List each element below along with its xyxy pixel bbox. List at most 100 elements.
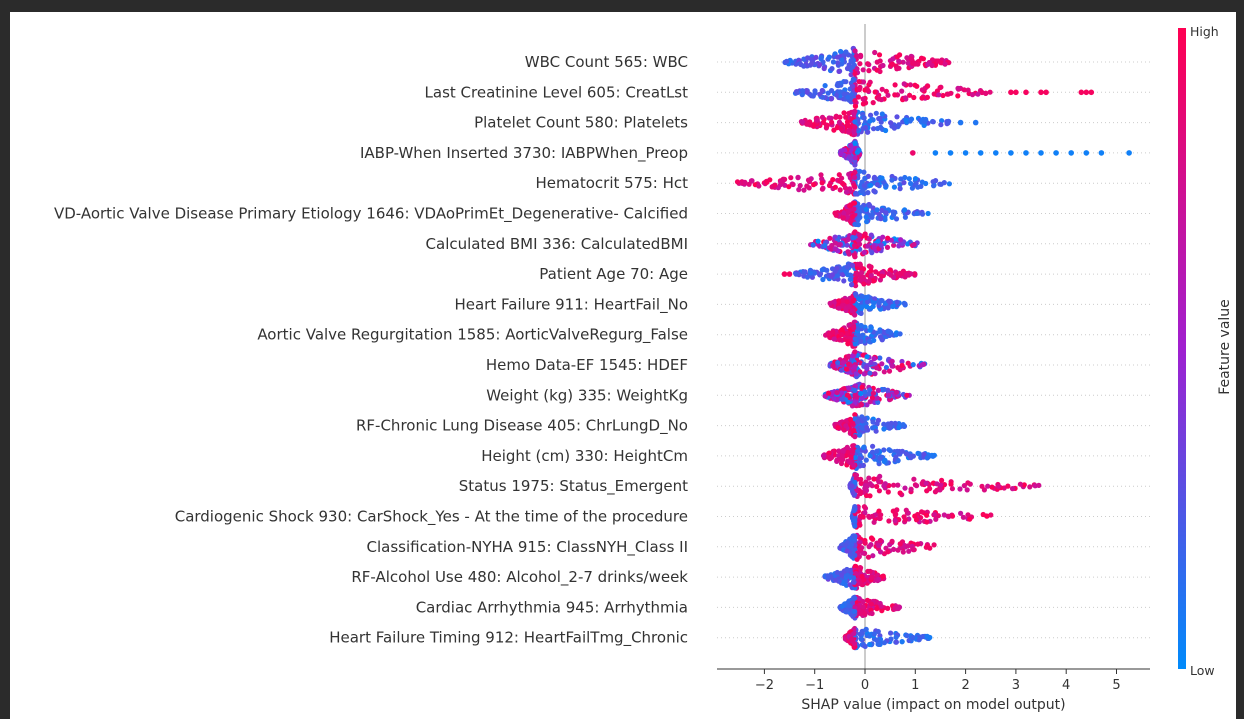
shap-point: [788, 175, 794, 181]
shap-point: [812, 88, 818, 94]
shap-point: [878, 124, 884, 130]
shap-point: [879, 273, 885, 279]
shap-point: [860, 96, 866, 102]
shap-point: [890, 303, 896, 310]
shap-point: [880, 573, 886, 579]
shap-point: [985, 483, 991, 489]
shap-point: [844, 567, 851, 573]
shap-point: [889, 363, 895, 369]
shap-point: [854, 419, 861, 425]
shap-point: [885, 305, 891, 311]
shap-point: [804, 183, 810, 189]
shap-point: [873, 110, 879, 116]
shap-point: [829, 119, 835, 125]
shap-point: [851, 182, 857, 189]
shap-point: [901, 180, 907, 186]
shap-point: [931, 183, 937, 189]
shap-outlier-point: [957, 119, 964, 126]
shap-point: [898, 237, 904, 243]
shap-point: [851, 508, 857, 514]
shap-point: [843, 269, 849, 275]
shap-point: [858, 52, 864, 59]
shap-point: [961, 87, 967, 93]
shap-point: [862, 416, 868, 422]
shap-point: [849, 403, 856, 409]
shap-point: [840, 359, 846, 366]
shap-point: [858, 323, 864, 329]
shap-point: [915, 450, 921, 456]
shap-point: [818, 54, 825, 61]
shap-point: [852, 504, 858, 510]
shap-point: [839, 57, 845, 63]
shap-point: [846, 322, 852, 328]
shap-point: [832, 246, 838, 252]
shap-point: [852, 455, 858, 461]
shap-point: [818, 172, 824, 178]
shap-point: [854, 556, 860, 562]
shap-point: [836, 242, 842, 248]
shap-point: [911, 60, 917, 66]
shap-point: [824, 122, 831, 128]
shap-point: [852, 341, 858, 347]
shap-point: [860, 598, 866, 605]
x-axis-title: SHAP value (impact on model output): [801, 697, 1065, 713]
shap-point: [877, 334, 884, 340]
shap-point: [811, 182, 817, 188]
shap-point: [877, 456, 883, 462]
shap-point: [830, 329, 836, 335]
shap-point: [843, 609, 849, 615]
shap-point: [772, 182, 778, 188]
shap-point: [876, 542, 882, 549]
shap-point: [967, 516, 973, 522]
shap-point: [799, 119, 805, 125]
shap-point: [948, 481, 954, 487]
feature-label: Platelet Count 580: Platelets: [474, 114, 688, 132]
shap-point: [916, 637, 922, 643]
shap-point: [941, 512, 947, 518]
shap-point: [857, 168, 863, 174]
shap-point: [856, 212, 862, 218]
feature-label: IABP-When Inserted 3730: IABPWhen_Preop: [360, 144, 688, 163]
shap-point: [829, 66, 835, 72]
shap-point: [911, 94, 917, 101]
shap-point: [925, 61, 931, 67]
shap-point: [843, 49, 849, 55]
shap-point: [888, 636, 894, 642]
shap-outlier-point: [1078, 89, 1085, 96]
shap-point: [867, 203, 873, 209]
shap-point: [814, 117, 820, 123]
shap-point: [877, 58, 883, 64]
shap-point: [860, 101, 867, 107]
shap-point: [784, 58, 790, 64]
x-tick-label: 1: [911, 678, 919, 693]
shap-point: [895, 482, 901, 488]
shap-point: [826, 450, 832, 456]
shap-point: [868, 182, 874, 188]
shap-point: [864, 402, 870, 408]
shap-point: [835, 425, 841, 431]
shap-point: [850, 214, 856, 220]
shap-point: [875, 387, 882, 393]
shap-point: [819, 180, 825, 186]
shap-point: [893, 634, 899, 640]
shap-point: [858, 390, 864, 397]
shap-point: [852, 242, 858, 249]
shap-point: [906, 176, 912, 182]
shap-point: [876, 211, 882, 217]
shap-point: [886, 298, 892, 304]
shap-point: [894, 507, 900, 513]
shap-point: [810, 242, 816, 248]
shap-point: [866, 391, 872, 397]
shap-point: [804, 89, 810, 95]
shap-point: [856, 277, 862, 283]
shap-point: [861, 115, 867, 121]
feature-label: Hemo Data-EF 1545: HDEF: [486, 356, 688, 374]
shap-point: [844, 572, 851, 579]
feature-label: RF-Chronic Lung Disease 405: ChrLungD_No: [356, 417, 688, 436]
shap-point: [904, 392, 910, 398]
shap-point: [910, 362, 916, 368]
shap-point: [849, 308, 856, 314]
shap-point: [869, 250, 875, 256]
shap-point: [850, 234, 856, 241]
shap-point: [961, 483, 968, 489]
